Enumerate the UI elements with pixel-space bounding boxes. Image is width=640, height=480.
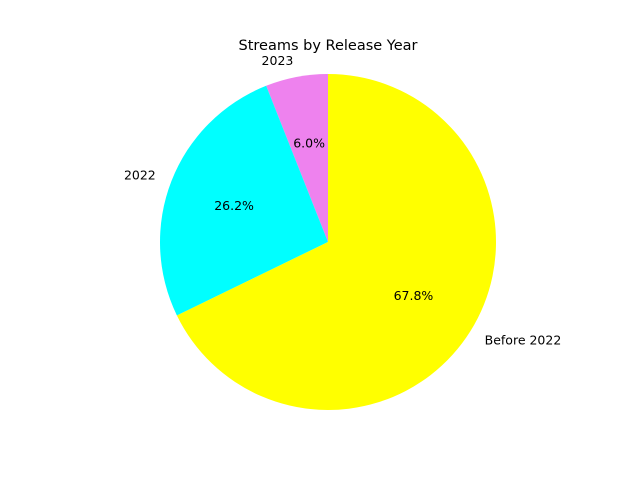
pie-slice-before-2022 bbox=[176, 74, 496, 411]
pie-slice-2023 bbox=[266, 74, 328, 242]
slice-label: Before 2022 bbox=[485, 333, 562, 348]
slice-percent-label: 67.8% bbox=[394, 288, 434, 303]
pie-slices bbox=[160, 74, 496, 411]
pie-labels: 2023 6.0% 2022 26.2% Before 2022 67.8% bbox=[124, 53, 561, 348]
slice-label: 2023 bbox=[262, 53, 294, 68]
slice-percent-label: 6.0% bbox=[293, 135, 325, 150]
slice-label: 2022 bbox=[124, 168, 156, 183]
pie-slice-2022 bbox=[160, 85, 328, 316]
slice-percent-label: 26.2% bbox=[214, 198, 254, 213]
chart-title: Streams by Release Year bbox=[239, 38, 418, 54]
